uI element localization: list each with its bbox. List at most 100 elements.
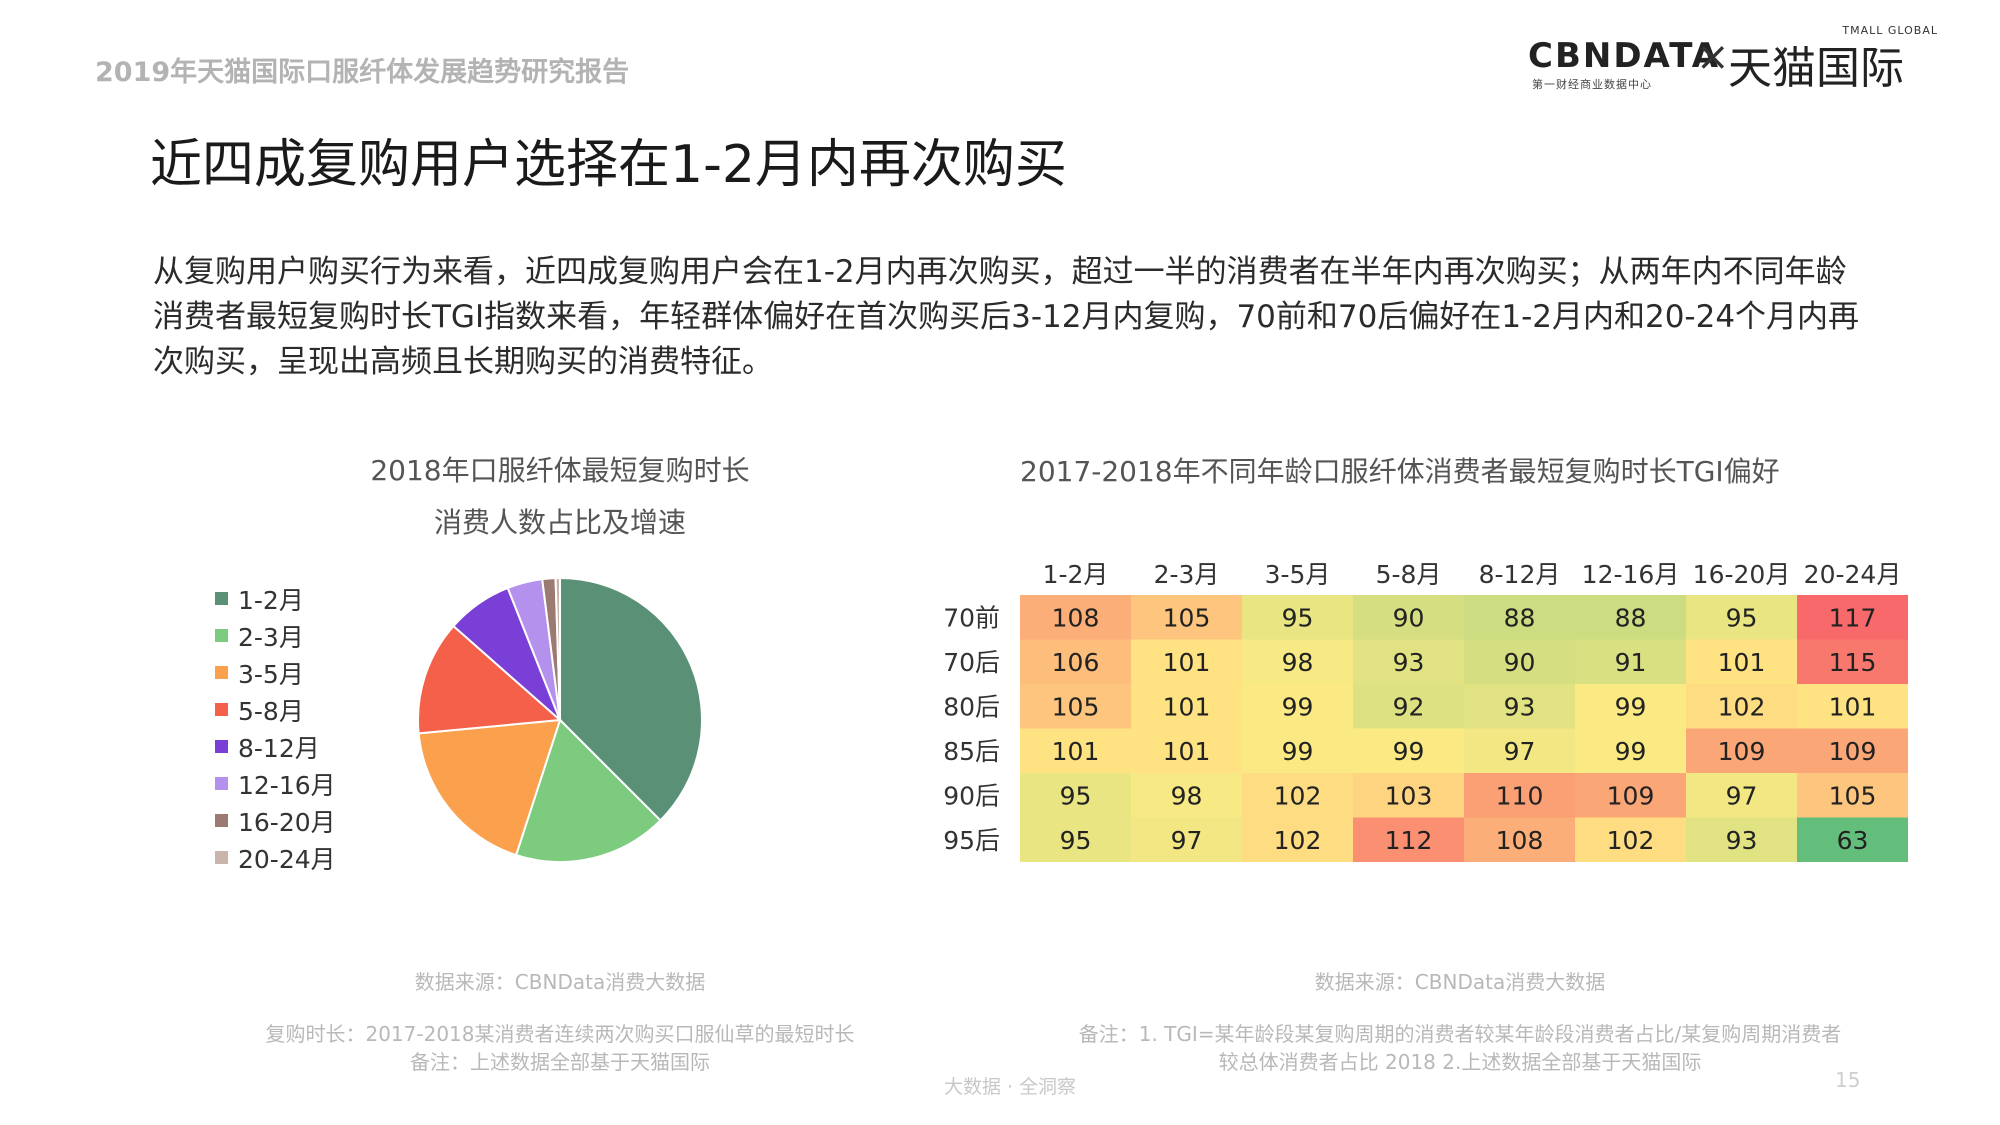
pie-slice-1 xyxy=(559,576,703,822)
pie-title-line1: 2018年口服纤体最短复购时长 xyxy=(370,454,750,487)
heatmap-cell xyxy=(1575,817,1686,862)
heatmap-cell-value: 103 xyxy=(1385,781,1433,810)
pie-chart xyxy=(417,576,703,863)
heatmap-cell-value: 109 xyxy=(1718,737,1766,766)
legend-item: 12-16月 xyxy=(215,765,336,802)
heatmap-cell xyxy=(1131,684,1242,729)
heatmap-cell-value: 101 xyxy=(1163,648,1211,677)
heatmap-cell-value: 88 xyxy=(1504,603,1536,632)
heatmap-column-label: 5-8月 xyxy=(1376,560,1442,589)
heatmap-chart: 1-2月 2-3月 3-5月 5-8月 8-12月 12-16月 16-20月 20-24月 7… xyxy=(943,560,1908,862)
heatmap-cell xyxy=(1020,817,1131,862)
heatmap-cell xyxy=(1242,639,1353,684)
heatmap-cell-value: 98 xyxy=(1282,648,1314,677)
heatmap-cell-value: 98 xyxy=(1171,781,1203,810)
heatmap-cell xyxy=(1686,817,1797,862)
heatmap-cell xyxy=(1353,639,1464,684)
heatmap-note-line1: 备注：1. TGI=某年龄段某复购周期的消费者较某年龄段消费者占比/某复购周期消… xyxy=(1078,1022,1842,1046)
logo-times-sign: × xyxy=(1696,34,1730,80)
pie-title-line2: 消费人数占比及增速 xyxy=(433,506,686,539)
legend-item: 20-24月 xyxy=(215,839,336,876)
heatmap-column-label: 1-2月 xyxy=(1043,560,1109,589)
heatmap-cell-value: 115 xyxy=(1829,648,1877,677)
heatmap-row-label: 70后 xyxy=(943,648,1000,677)
heatmap-cell-value: 95 xyxy=(1060,781,1092,810)
heatmap-cell xyxy=(1575,773,1686,818)
heatmap-cell xyxy=(1464,639,1575,684)
legend-swatch xyxy=(215,666,228,679)
heatmap-cell xyxy=(1686,773,1797,818)
heatmap-cell-value: 105 xyxy=(1163,603,1211,632)
heatmap-footnote: 备注：1. TGI=某年龄段某复购周期的消费者较某年龄段消费者占比/某复购周期消… xyxy=(1040,1020,1880,1076)
legend-swatch xyxy=(215,814,228,827)
heatmap-cell xyxy=(1242,684,1353,729)
footer-slogan: 大数据 · 全洞察 xyxy=(943,1076,1077,1098)
heatmap-column-label: 3-5月 xyxy=(1265,560,1331,589)
heatmap-row-label: 95后 xyxy=(943,826,1000,855)
heatmap-cell xyxy=(1575,595,1686,640)
legend-swatch xyxy=(215,629,228,642)
heatmap-cell-value: 95 xyxy=(1282,603,1314,632)
heatmap-cell xyxy=(1020,595,1131,640)
heatmap-cell xyxy=(1131,728,1242,773)
heatmap-cell-value: 102 xyxy=(1274,781,1322,810)
heatmap-row-label: 85后 xyxy=(943,737,1000,766)
legend-swatch xyxy=(215,777,228,790)
cbndata-logo-text: CBNDATA xyxy=(1528,36,1721,76)
legend-label: 12-16月 xyxy=(238,770,336,800)
heatmap-cell xyxy=(1353,817,1464,862)
heatmap-cell xyxy=(1797,639,1908,684)
legend-label: 2-3月 xyxy=(238,622,304,652)
heatmap-cell xyxy=(1131,639,1242,684)
heatmap-cell xyxy=(1686,595,1797,640)
heatmap-cell xyxy=(1020,639,1131,684)
pie-note-line2: 备注：上述数据全部基于天猫国际 xyxy=(410,1050,710,1074)
heatmap-cell xyxy=(1242,773,1353,818)
heatmap-cell xyxy=(1464,684,1575,729)
heatmap-cell xyxy=(1020,728,1131,773)
legend-label: 8-12月 xyxy=(238,733,320,763)
heatmap-cell xyxy=(1020,684,1131,729)
heatmap-cell xyxy=(1242,595,1353,640)
legend-item: 2-3月 xyxy=(215,617,336,654)
heatmap-cell xyxy=(1131,595,1242,640)
pie-note-line1: 复购时长：2017-2018某消费者连续两次购买口服仙草的最短时长 xyxy=(265,1022,855,1046)
heatmap-cell xyxy=(1464,773,1575,818)
heatmap-column-label: 12-16月 xyxy=(1582,560,1680,589)
heatmap-cell xyxy=(1464,728,1575,773)
heatmap-cell-value: 99 xyxy=(1615,692,1647,721)
heatmap-column-label: 16-20月 xyxy=(1693,560,1791,589)
heatmap-cell-value: 95 xyxy=(1726,603,1758,632)
heatmap-cell-value: 97 xyxy=(1171,826,1203,855)
legend-swatch xyxy=(215,703,228,716)
heatmap-cell xyxy=(1242,817,1353,862)
heatmap-cell xyxy=(1242,728,1353,773)
heatmap-cell-value: 105 xyxy=(1829,781,1877,810)
heatmap-cell xyxy=(1797,728,1908,773)
heatmap-cell-value: 109 xyxy=(1607,781,1655,810)
heatmap-title: 2017-2018年不同年龄口服纤体消费者最短复购时长TGI偏好 xyxy=(1020,455,1780,488)
heatmap-cell-value: 97 xyxy=(1726,781,1758,810)
heatmap-cell-value: 90 xyxy=(1393,603,1425,632)
pie-slice-4 xyxy=(417,624,563,735)
heatmap-cell-value: 108 xyxy=(1496,826,1544,855)
heatmap-cell xyxy=(1464,595,1575,640)
heatmap-cell-value: 101 xyxy=(1718,648,1766,677)
heatmap-row-label: 90后 xyxy=(943,781,1000,810)
heatmap-row-label: 80后 xyxy=(943,692,1000,721)
legend-swatch xyxy=(215,851,228,864)
heatmap-cell-value: 101 xyxy=(1163,737,1211,766)
heatmap-cell xyxy=(1797,817,1908,862)
legend-item: 8-12月 xyxy=(215,728,336,765)
pie-slice-2 xyxy=(514,718,662,863)
pie-footnote: 复购时长：2017-2018某消费者连续两次购买口服仙草的最短时长 备注：上述数… xyxy=(230,1020,890,1076)
pie-data-source: 数据来源：CBNData消费大数据 xyxy=(414,970,706,994)
pie-chart-title: 2018年口服纤体最短复购时长 消费人数占比及增速 xyxy=(300,445,820,549)
heatmap-cell-value: 63 xyxy=(1837,826,1869,855)
tmall-logo-english: TMALL GLOBAL xyxy=(1842,24,1938,37)
heatmap-cell xyxy=(1131,817,1242,862)
heatmap-cell-value: 93 xyxy=(1393,648,1425,677)
heatmap-cell-value: 91 xyxy=(1615,648,1647,677)
slide-title: 近四成复购用户选择在1-2月内再次购买 xyxy=(150,135,1067,195)
heatmap-cell-value: 102 xyxy=(1718,692,1766,721)
